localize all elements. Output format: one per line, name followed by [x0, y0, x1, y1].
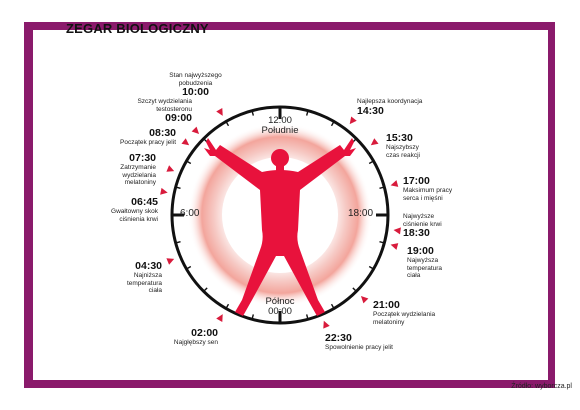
clock-tick — [305, 110, 309, 116]
event-time: 18:30 — [403, 227, 430, 239]
clock-tick — [225, 303, 230, 309]
clock-tick — [203, 287, 208, 292]
event-desc: Najwyższa temperatura ciała — [407, 257, 443, 279]
event-marker — [390, 180, 399, 187]
event-time: 22:30 — [325, 332, 352, 344]
event-marker — [370, 138, 379, 146]
event-desc: Zatrzymanie wydzielania melatoniny — [120, 164, 156, 186]
event-label: 22:30 Spowolnienie pracy jelit — [325, 333, 425, 352]
event-label: 06:45 Gwałtowny skok ciśnienia krwi — [86, 197, 158, 223]
clock-tick — [379, 240, 385, 244]
event-label: 08:30 Początek pracy jelit — [86, 128, 176, 147]
event-label: 17:00 Maksimum pracy serca i mięśni — [403, 176, 473, 202]
event-marker — [191, 126, 200, 135]
event-desc: Początek pracy jelit — [120, 139, 176, 146]
clock-tick — [379, 186, 385, 190]
event-time: 14:30 — [357, 104, 384, 117]
event-desc: Najniższa temperatura ciała — [126, 272, 162, 294]
event-time: 09:00 — [165, 112, 192, 124]
event-desc: Najlepsza koordynacja — [357, 98, 423, 105]
midnight-text: Północ — [265, 296, 295, 307]
event-time: 17:00 — [403, 175, 430, 187]
clock-tick — [305, 314, 309, 320]
source-credit: Źródło: wyborcza.pl — [511, 383, 572, 390]
event-label: Stan najwyższego pobudzenia 10:00 — [158, 72, 233, 98]
event-desc: Stan najwyższego pobudzenia — [169, 72, 222, 87]
event-time: 19:00 — [407, 245, 434, 257]
noon-text: Południe — [261, 125, 299, 136]
noon-label: 12:00 Południe — [250, 116, 310, 136]
clock-tick — [330, 303, 335, 309]
event-label: 07:30 Zatrzymanie wydzielania melatoniny — [86, 153, 156, 187]
clock-tick — [368, 265, 374, 270]
event-desc: Najwyższe ciśnienie krwi — [403, 213, 442, 228]
event-desc: Gwałtowny skok ciśnienia krwi — [111, 208, 158, 223]
left-time-label: 6:00 — [180, 208, 200, 219]
event-time: 08:30 — [149, 127, 176, 139]
event-marker — [216, 314, 223, 322]
clock-tick — [186, 160, 192, 165]
page-title: ZEGAR BIOLOGICZNY — [66, 21, 209, 36]
clock-tick — [186, 265, 192, 270]
event-markers — [160, 108, 401, 329]
event-time: 06:45 — [131, 196, 158, 208]
event-desc: Maksimum pracy serca i mięśni — [403, 187, 453, 202]
event-marker — [160, 187, 168, 195]
event-marker — [349, 116, 357, 125]
clock-tick — [352, 287, 357, 292]
event-desc: Spowolnienie pracy jelit — [325, 344, 393, 351]
event-desc: Początek wydzielania melatoniny — [373, 311, 436, 326]
noon-time: 12:00 — [268, 115, 292, 126]
event-label: 02:00 Najgłębszy sen — [152, 328, 218, 347]
event-time: 10:00 — [182, 86, 209, 98]
clock-tick — [330, 121, 335, 127]
clock-tick — [251, 314, 255, 320]
clock-tick — [175, 240, 181, 244]
event-label: 21:00 Początek wydzielania melatoniny — [373, 300, 463, 326]
event-marker — [166, 258, 175, 265]
clock-tick — [368, 160, 374, 165]
event-marker — [323, 320, 330, 329]
event-label: 04:30 Najniższa temperatura ciała — [98, 261, 162, 295]
midnight-label: Północ 00:00 — [250, 297, 310, 317]
midnight-time: 00:00 — [268, 306, 292, 317]
event-label: Szczyt wydzielania testosteronu 09:00 — [96, 98, 192, 124]
clock-ticks — [172, 107, 388, 323]
event-marker — [360, 295, 369, 304]
event-label: Najwyższe ciśnienie krwi 18:30 — [403, 213, 473, 239]
clock-tick — [225, 121, 230, 127]
human-figure — [204, 138, 356, 316]
event-marker — [390, 243, 399, 250]
clock-tick — [175, 186, 181, 190]
event-time: 07:30 — [129, 152, 156, 164]
event-marker — [181, 138, 190, 146]
event-desc: Najszybszy czas reakcji — [386, 144, 420, 159]
event-marker — [216, 108, 223, 116]
event-time: 04:30 — [135, 260, 162, 272]
event-label: 19:00 Najwyższa temperatura ciała — [407, 246, 477, 280]
event-desc: Najgłębszy sen — [173, 339, 218, 346]
event-marker — [393, 227, 401, 235]
event-time: 15:30 — [386, 132, 413, 144]
event-time: 21:00 — [373, 299, 400, 311]
event-label: Najlepsza koordynacja 14:30 — [357, 98, 447, 117]
event-marker — [166, 165, 175, 172]
event-desc: Szczyt wydzielania testosteronu — [137, 98, 192, 113]
right-time-label: 18:00 — [348, 208, 374, 219]
event-label: 15:30 Najszybszy czas reakcji — [386, 133, 456, 159]
event-time: 02:00 — [191, 327, 218, 339]
clock-tick — [251, 110, 255, 116]
